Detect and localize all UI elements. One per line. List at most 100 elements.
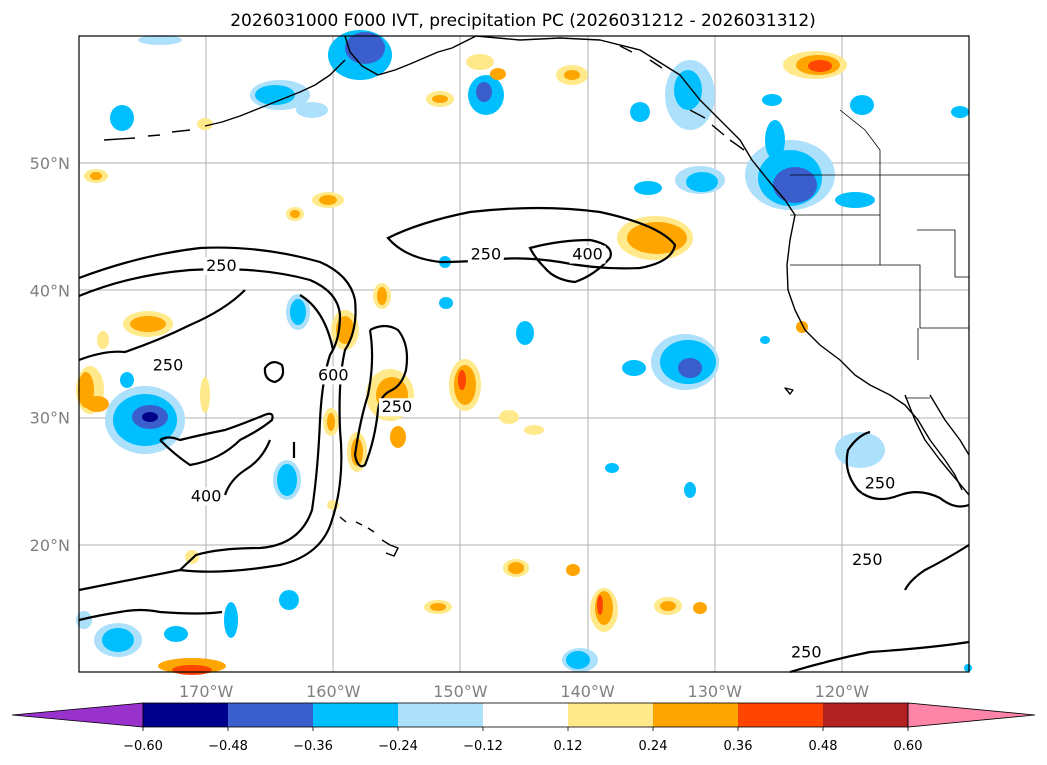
- ivt-contour-250: [386, 206, 677, 270]
- precip-patch: [627, 222, 687, 254]
- ivt-contour-250: [78, 608, 223, 622]
- latitude-labels: 50°N 40°N 30°N 20°N: [30, 154, 70, 555]
- ivt-contour-label: 250: [852, 550, 883, 569]
- state-border: [880, 264, 969, 329]
- contour-label-background: [862, 474, 898, 493]
- precip-patch: [765, 120, 785, 160]
- ivt-contour-250: [904, 544, 970, 591]
- precip-patch: [458, 370, 466, 390]
- colorbar-segment: [738, 703, 823, 727]
- coastlines: [103, 35, 970, 557]
- precip-patch: [597, 595, 603, 615]
- colorbar-tick-labels: −0.60 −0.48 −0.36 −0.24 −0.12 0.12 0.24 0.36 0.4…: [123, 727, 922, 754]
- lat-label: 50°N: [30, 154, 70, 173]
- colorbar-segments: [11, 702, 1036, 728]
- colorbar-segment: [823, 703, 908, 727]
- precip-patch: [351, 438, 363, 466]
- precip-patch: [430, 603, 446, 611]
- precip-patch: [964, 664, 972, 672]
- precip-patch: [224, 602, 238, 638]
- lon-label: 130°W: [688, 682, 743, 701]
- precip-patch: [466, 54, 494, 70]
- precip-patch: [951, 106, 969, 118]
- precip-patch: [634, 181, 662, 195]
- colorbar-tick-label: 0.60: [894, 739, 923, 754]
- precip-patch: [296, 102, 328, 118]
- hawaiian-islands: [339, 516, 399, 557]
- precip-patch: [760, 336, 770, 344]
- lon-label: 120°W: [815, 682, 870, 701]
- precip-patch: [605, 463, 619, 473]
- map-frame: [78, 35, 970, 673]
- ivt-contour-250: [78, 246, 357, 592]
- colorbar-tick-label: 0.48: [809, 739, 838, 754]
- precip-patch: [277, 464, 297, 496]
- colorbar-segment: [228, 703, 313, 727]
- ivt-contour-label: 250: [206, 256, 237, 275]
- colorbar-tick-label: 0.24: [639, 739, 668, 754]
- precip-patch: [439, 297, 453, 309]
- precip-patch: [345, 32, 385, 64]
- precip-patch: [76, 611, 92, 629]
- baja-california: [904, 394, 970, 496]
- contour-label-background: [378, 398, 415, 417]
- longitude-labels: 170°W 160°W 150°W 140°W 130°W 120°W: [179, 682, 869, 701]
- political-borders: [790, 109, 969, 399]
- precip-patch: [97, 331, 109, 349]
- contour-label-background: [467, 245, 504, 264]
- precip-patch: [630, 102, 650, 122]
- precip-patch: [508, 562, 524, 574]
- precip-patch: [255, 85, 295, 105]
- contour-labels: 250 250 600 250 400 250 400 250 250 250: [150, 245, 898, 662]
- precip-patch: [850, 95, 874, 115]
- precip-patch: [762, 94, 782, 106]
- precip-patch: [693, 602, 707, 614]
- ivt-contour-400: [159, 412, 274, 467]
- precip-patch: [130, 316, 166, 332]
- colorbar-outline: [142, 702, 909, 728]
- gulf-of-california-coast: [929, 394, 970, 456]
- colorbar-tick-label: −0.60: [123, 739, 163, 754]
- colorbar-segment: [568, 703, 653, 727]
- ivt-contour-label: 250: [153, 355, 184, 374]
- aleutian-chain: [204, 59, 346, 127]
- colorbar-extend-high: [907, 702, 1036, 728]
- ivt-contour-600: [299, 294, 335, 351]
- ivt-contour-250: [78, 289, 246, 362]
- precip-patch: [564, 70, 580, 80]
- ivt-contour-label: 250: [791, 643, 822, 662]
- contour-label-background: [188, 487, 225, 506]
- colorbar-segment: [398, 703, 483, 727]
- colorbar-tick-label: −0.36: [293, 739, 333, 754]
- precip-patch: [684, 482, 696, 498]
- ivt-contour-250: [789, 640, 970, 674]
- colorbar-tick-label: −0.12: [463, 739, 503, 754]
- precip-patch: [85, 396, 109, 412]
- colorbar: −0.60 −0.48 −0.36 −0.24 −0.12 0.12 0.24 0.36 0.4…: [11, 702, 1036, 754]
- precip-patch: [142, 412, 158, 422]
- precip-patch: [678, 358, 702, 378]
- plot-area: 250 250 600 250 400 250 400 250 250 250: [76, 30, 972, 675]
- state-border: [905, 328, 930, 399]
- ivt-contours: [78, 206, 970, 674]
- precip-patch: [120, 372, 134, 388]
- contour-label-background: [150, 356, 186, 375]
- ivt-contour-250: [353, 324, 409, 468]
- ivt-contour-400: [528, 238, 612, 284]
- aleutian-islands: [103, 129, 191, 141]
- colorbar-segment: [313, 703, 398, 727]
- precip-patch: [566, 651, 590, 669]
- precip-patch: [102, 628, 134, 652]
- precipitation-patches: [76, 30, 972, 675]
- colorbar-segment: [653, 703, 738, 727]
- ivt-contour-250: [845, 430, 970, 508]
- precip-patch: [808, 60, 832, 72]
- precip-patch: [164, 626, 188, 642]
- ivt-contour-600: [263, 361, 285, 384]
- lon-label: 170°W: [179, 682, 234, 701]
- ivt-contour-label: 600: [318, 365, 349, 384]
- colorbar-tick-label: −0.24: [378, 739, 418, 754]
- ivt-contour-label: 400: [572, 245, 603, 264]
- precip-patch: [499, 410, 519, 424]
